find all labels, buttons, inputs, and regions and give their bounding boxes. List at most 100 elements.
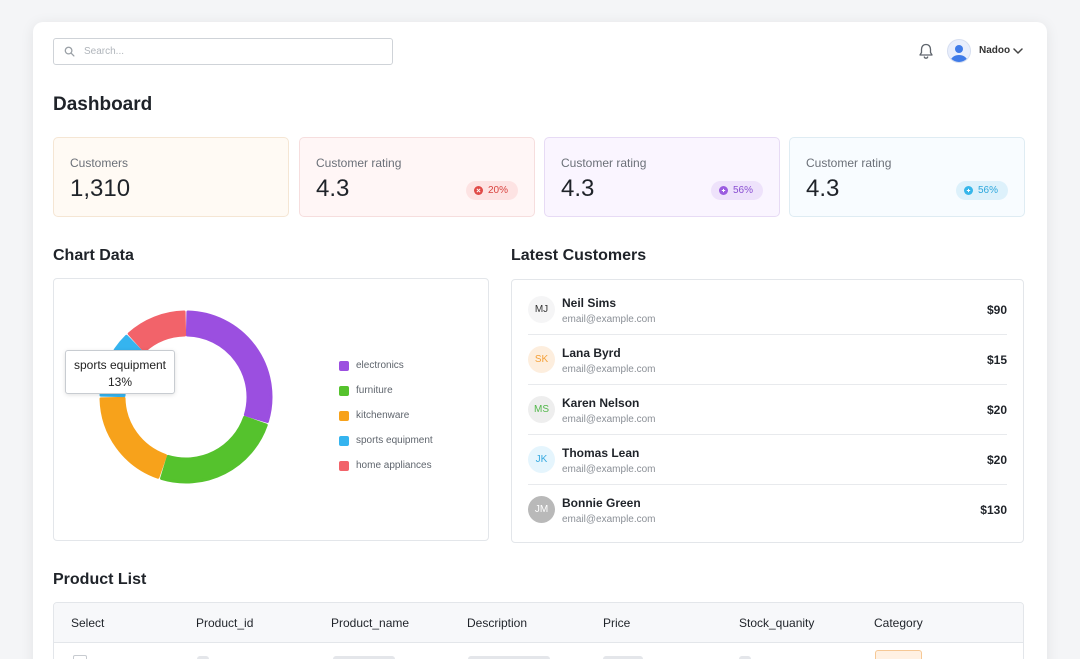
customer-email: email@example.com	[562, 414, 656, 425]
customer-amount: $130	[980, 503, 1007, 517]
list-item[interactable]: MJ Neil Sims email@example.com $90	[528, 285, 1007, 335]
legend-swatch	[339, 435, 349, 446]
list-item[interactable]: MS Karen Nelson email@example.com $20	[528, 385, 1007, 435]
divider	[528, 434, 1007, 435]
trend-up-icon	[963, 186, 973, 195]
stat-card-rating-2: Customer rating 4.3 56%	[544, 137, 780, 217]
customer-name: Lana Byrd	[562, 346, 621, 360]
legend-label: kitchenware	[356, 410, 410, 421]
stat-value: 4.3	[561, 175, 595, 202]
column-header[interactable]: Description	[467, 616, 528, 630]
divider	[528, 484, 1007, 485]
placeholder-cell	[197, 656, 209, 659]
username-label[interactable]: Nadoo	[979, 45, 1011, 56]
divider	[528, 334, 1007, 335]
customer-name: Bonnie Green	[562, 496, 641, 510]
column-header[interactable]: Price	[603, 616, 631, 630]
stat-label: Customers	[70, 156, 129, 170]
customer-amount: $15	[986, 353, 1007, 367]
stat-label: Customer rating	[806, 156, 892, 170]
placeholder-cell	[739, 656, 751, 659]
column-header[interactable]: Stock_quanity	[739, 616, 815, 630]
donut-slice-kitchenware[interactable]	[99, 396, 168, 479]
legend-swatch	[339, 460, 349, 471]
chevron-down-icon[interactable]	[1012, 44, 1024, 56]
customer-amount: $20	[986, 403, 1007, 417]
dashboard-window: Nadoo Dashboard Customers 1,310 Customer…	[33, 22, 1047, 659]
trend-badge-value: 56%	[977, 185, 998, 196]
donut-slice-home-appliances[interactable]	[127, 310, 187, 353]
notification-bell-icon[interactable]	[916, 41, 936, 61]
chart-tooltip-value: 13%	[107, 375, 133, 389]
trend-badge-value: 56%	[732, 185, 753, 196]
search-box[interactable]	[53, 38, 393, 65]
legend-label: electronics	[356, 360, 404, 371]
column-header[interactable]: Category	[874, 616, 923, 630]
placeholder-cell	[603, 656, 643, 659]
chart-tooltip-label: sports equipment	[73, 358, 167, 372]
search-icon	[54, 39, 84, 64]
stat-value: 4.3	[316, 175, 350, 202]
latest-customers-list: MJ Neil Sims email@example.com $90 SK Lana By…	[511, 279, 1024, 543]
trend-badge-value: 20%	[487, 185, 508, 196]
customer-email: email@example.com	[562, 514, 656, 525]
placeholder-cell	[333, 656, 395, 659]
products-section-title: Product List	[53, 571, 147, 588]
legend-item[interactable]: home appliances	[339, 453, 433, 478]
stat-card-rating-1: Customer rating 4.3 20%	[299, 137, 535, 217]
legend-item[interactable]: furniture	[339, 378, 433, 403]
donut-slice-furniture[interactable]	[160, 415, 268, 484]
trend-badge: 20%	[465, 181, 518, 200]
stat-label: Customer rating	[316, 156, 402, 170]
divider	[528, 384, 1007, 385]
row-select-checkbox[interactable]	[73, 655, 87, 659]
legend-item[interactable]: electronics	[339, 353, 433, 378]
legend-swatch	[339, 360, 349, 371]
legend-swatch	[339, 385, 349, 396]
product-table: Select Product_id Product_name Description P…	[53, 602, 1024, 659]
user-avatar[interactable]	[947, 39, 971, 63]
avatar: MJ	[528, 296, 555, 323]
list-item[interactable]: SK Lana Byrd email@example.com $15	[528, 335, 1007, 385]
placeholder-cell	[468, 656, 550, 659]
customer-email: email@example.com	[562, 364, 656, 375]
table-row[interactable]	[54, 644, 1023, 659]
donut-slice-electronics[interactable]	[185, 310, 273, 423]
list-item[interactable]: JK Thomas Lean email@example.com $20	[528, 435, 1007, 485]
legend-swatch	[339, 410, 349, 421]
customers-section-title: Latest Customers	[511, 247, 647, 264]
stat-value: 1,310	[70, 175, 131, 202]
avatar: JM	[528, 496, 555, 523]
chart-tooltip: sports equipment 13%	[65, 350, 175, 394]
page-title: Dashboard	[53, 94, 153, 115]
avatar: JK	[528, 446, 555, 473]
column-header[interactable]: Select	[71, 616, 105, 630]
trend-up-icon	[718, 186, 728, 195]
legend-label: furniture	[356, 385, 393, 396]
trend-badge: 56%	[710, 181, 763, 200]
customer-amount: $90	[986, 303, 1007, 317]
customer-amount: $20	[986, 453, 1007, 467]
stat-value: 4.3	[806, 175, 840, 202]
customer-name: Thomas Lean	[562, 446, 640, 460]
avatar: SK	[528, 346, 555, 373]
column-header[interactable]: Product_name	[331, 616, 410, 630]
customer-name: Karen Nelson	[562, 396, 640, 410]
chart-section-title: Chart Data	[53, 247, 134, 264]
product-table-header: Select Product_id Product_name Description P…	[54, 603, 1023, 643]
legend-item[interactable]: kitchenware	[339, 403, 433, 428]
stat-label: Customer rating	[561, 156, 647, 170]
stat-card-rating-3: Customer rating 4.3 56%	[789, 137, 1025, 217]
list-item[interactable]: JM Bonnie Green email@example.com $130	[528, 485, 1007, 535]
category-badge	[875, 650, 922, 659]
chart-legend: electronics furniture kitchenware sports eq…	[339, 353, 433, 478]
search-input[interactable]	[84, 39, 392, 64]
chart-panel: sports equipment 13% electronics furnitur…	[53, 278, 489, 541]
customer-email: email@example.com	[562, 314, 656, 325]
stat-card-customers: Customers 1,310	[53, 137, 289, 217]
legend-label: sports equipment	[356, 435, 433, 446]
avatar: MS	[528, 396, 555, 423]
legend-item[interactable]: sports equipment	[339, 428, 433, 453]
legend-label: home appliances	[356, 460, 432, 471]
column-header[interactable]: Product_id	[196, 616, 254, 630]
